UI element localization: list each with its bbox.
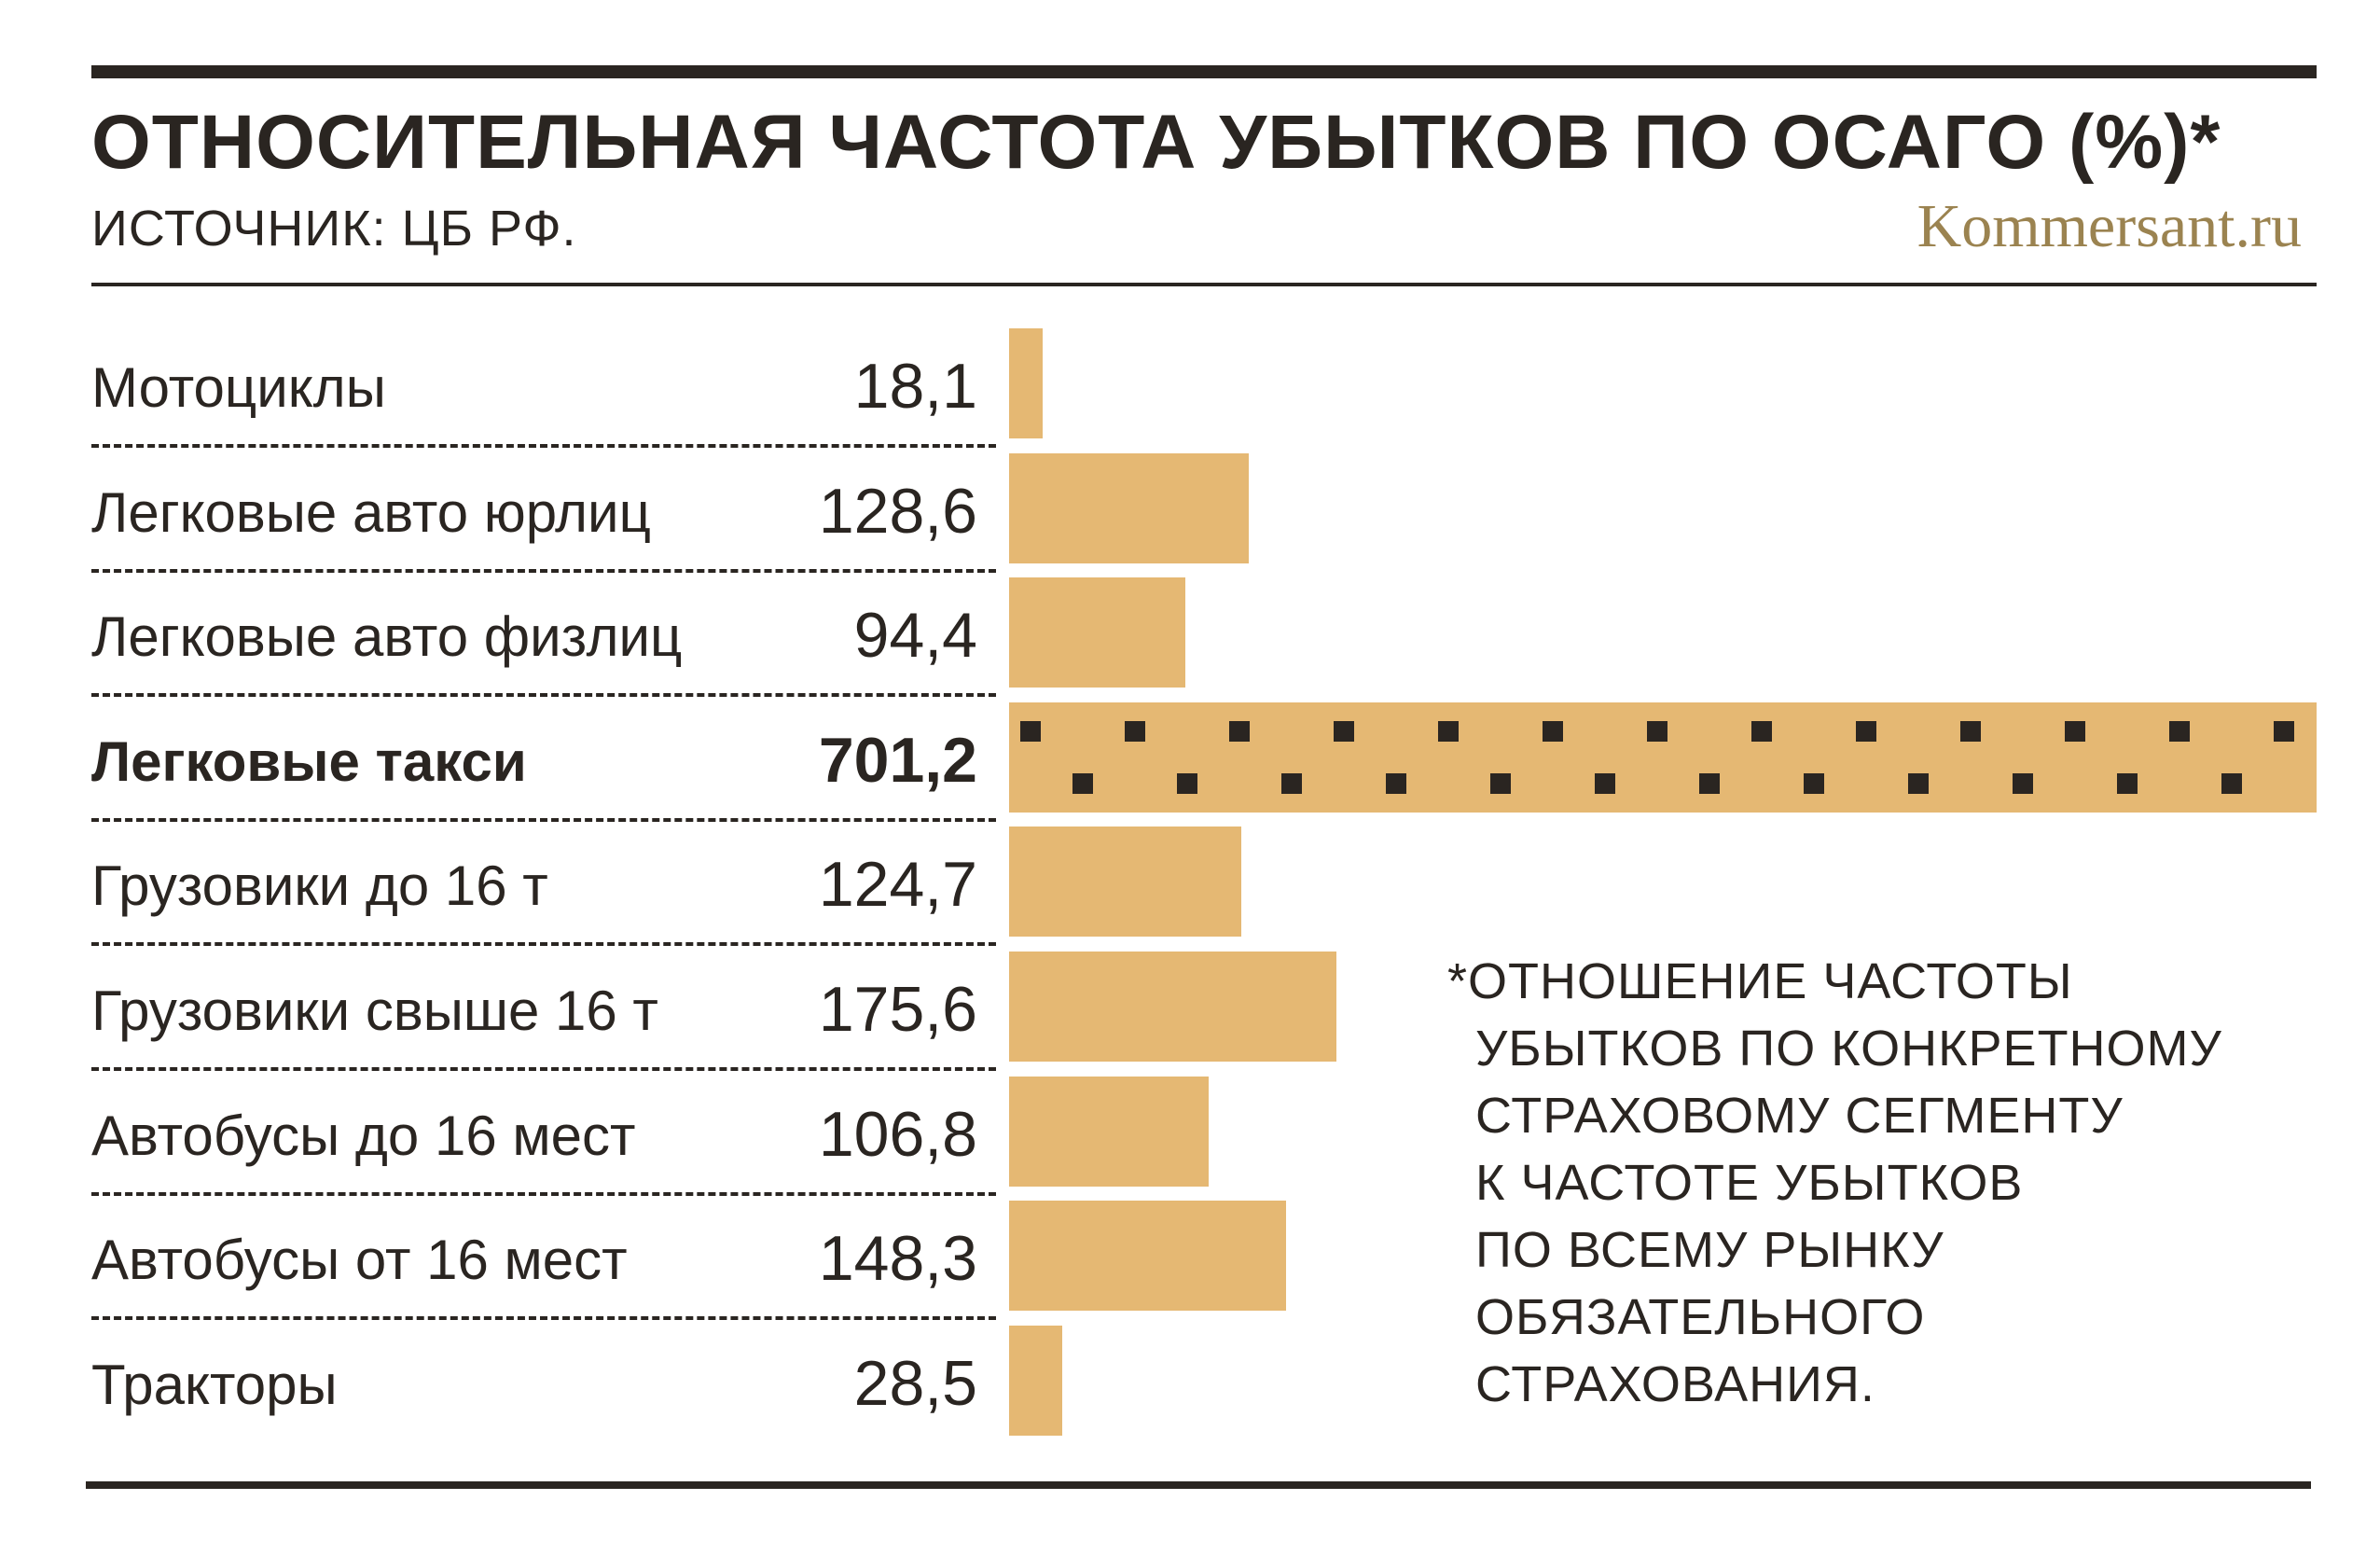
pattern-dot — [1490, 772, 1511, 794]
pattern-dot — [1856, 720, 1876, 742]
footnote-line: ОБЯЗАТЕЛЬНОГО — [1475, 1289, 1926, 1345]
bar — [1009, 577, 1185, 688]
footnote-line: УБЫТКОВ ПО КОНКРЕТНОМУ — [1475, 1021, 2222, 1077]
pattern-dot — [1386, 772, 1406, 794]
value-label: 175,6 — [818, 974, 977, 1045]
value-label: 701,2 — [818, 724, 977, 796]
footnote-line: К ЧАСТОТЕ УБЫТКОВ — [1475, 1155, 2024, 1211]
row-separator — [91, 693, 996, 698]
row-separator — [91, 568, 996, 573]
value-label: 128,6 — [818, 475, 977, 547]
category-label: Тракторы — [91, 1353, 338, 1416]
pattern-dot — [1125, 720, 1145, 742]
category-label: Легковые авто юрлиц — [91, 480, 651, 544]
value-label: 28,5 — [853, 1347, 977, 1419]
footnote-line: СТРАХОВОМУ СЕГМЕНТУ — [1475, 1088, 2124, 1144]
source-note: ИСТОЧНИК: ЦБ РФ. — [91, 201, 577, 257]
header-rule — [91, 283, 2317, 286]
bar — [1009, 827, 1242, 938]
category-label: Грузовики свыше 16 т — [91, 979, 658, 1042]
row-separator — [91, 1191, 996, 1196]
pattern-dot — [1647, 720, 1667, 742]
pattern-dot — [1229, 720, 1250, 742]
value-label: 18,1 — [853, 351, 977, 422]
pattern-dot — [1699, 772, 1720, 794]
top-rule — [91, 65, 2317, 78]
row-separator — [91, 444, 996, 448]
pattern-dot — [1751, 720, 1772, 742]
brand-logo: Kommersant.ru — [1916, 192, 2302, 260]
pattern-dot — [1960, 720, 1981, 742]
bar — [1009, 452, 1250, 563]
pattern-dot — [2117, 772, 2138, 794]
bar — [1009, 1325, 1062, 1436]
category-label: Мотоциклы — [91, 356, 386, 419]
row-separator — [91, 942, 996, 947]
row-separator — [91, 1067, 996, 1071]
pattern-dot — [1543, 720, 1563, 742]
value-label: 124,7 — [818, 849, 977, 921]
pattern-dot — [2274, 720, 2294, 742]
footnote-line: ПО ВСЕМУ РЫНКУ — [1475, 1222, 1944, 1278]
bar — [1009, 1076, 1209, 1187]
pattern-dot — [1334, 720, 1354, 742]
value-label: 94,4 — [853, 600, 977, 672]
pattern-dot — [2013, 772, 2033, 794]
category-label: Легковые такси — [91, 729, 527, 793]
category-label: Грузовики до 16 т — [91, 854, 548, 918]
pattern-dot — [1804, 772, 1824, 794]
chart-title: ОТНОСИТЕЛЬНАЯ ЧАСТОТА УБЫТКОВ ПО ОСАГО (… — [91, 100, 2221, 185]
bar — [1009, 328, 1044, 438]
category-label: Автобусы до 16 мест — [91, 1104, 636, 1167]
bottom-rule — [86, 1481, 2311, 1489]
pattern-dot — [1177, 772, 1197, 794]
value-label: 148,3 — [818, 1223, 977, 1295]
bar — [1009, 702, 2317, 813]
footnote: *ОТНОШЕНИЕ ЧАСТОТЫ УБЫТКОВ ПО КОНКРЕТНОМ… — [1447, 948, 2222, 1418]
value-label: 106,8 — [818, 1098, 977, 1170]
pattern-dot — [1020, 720, 1041, 742]
pattern-dot — [2221, 772, 2242, 794]
pattern-dot — [1908, 772, 1929, 794]
pattern-dot — [1281, 772, 1302, 794]
bar — [1009, 952, 1337, 1062]
footnote-line: *ОТНОШЕНИЕ ЧАСТОТЫ — [1447, 953, 2073, 1009]
footnote-line: СТРАХОВАНИЯ. — [1475, 1356, 1875, 1412]
pattern-dot — [2169, 720, 2190, 742]
row-separator — [91, 1316, 996, 1321]
pattern-dot — [1595, 772, 1615, 794]
pattern-dot — [2065, 720, 2085, 742]
row-separator — [91, 817, 996, 822]
category-label: Автобусы от 16 мест — [91, 1229, 628, 1292]
pattern-dot — [1072, 772, 1093, 794]
category-label: Легковые авто физлиц — [91, 605, 683, 669]
pattern-dot — [1438, 720, 1459, 742]
bar — [1009, 1201, 1286, 1312]
